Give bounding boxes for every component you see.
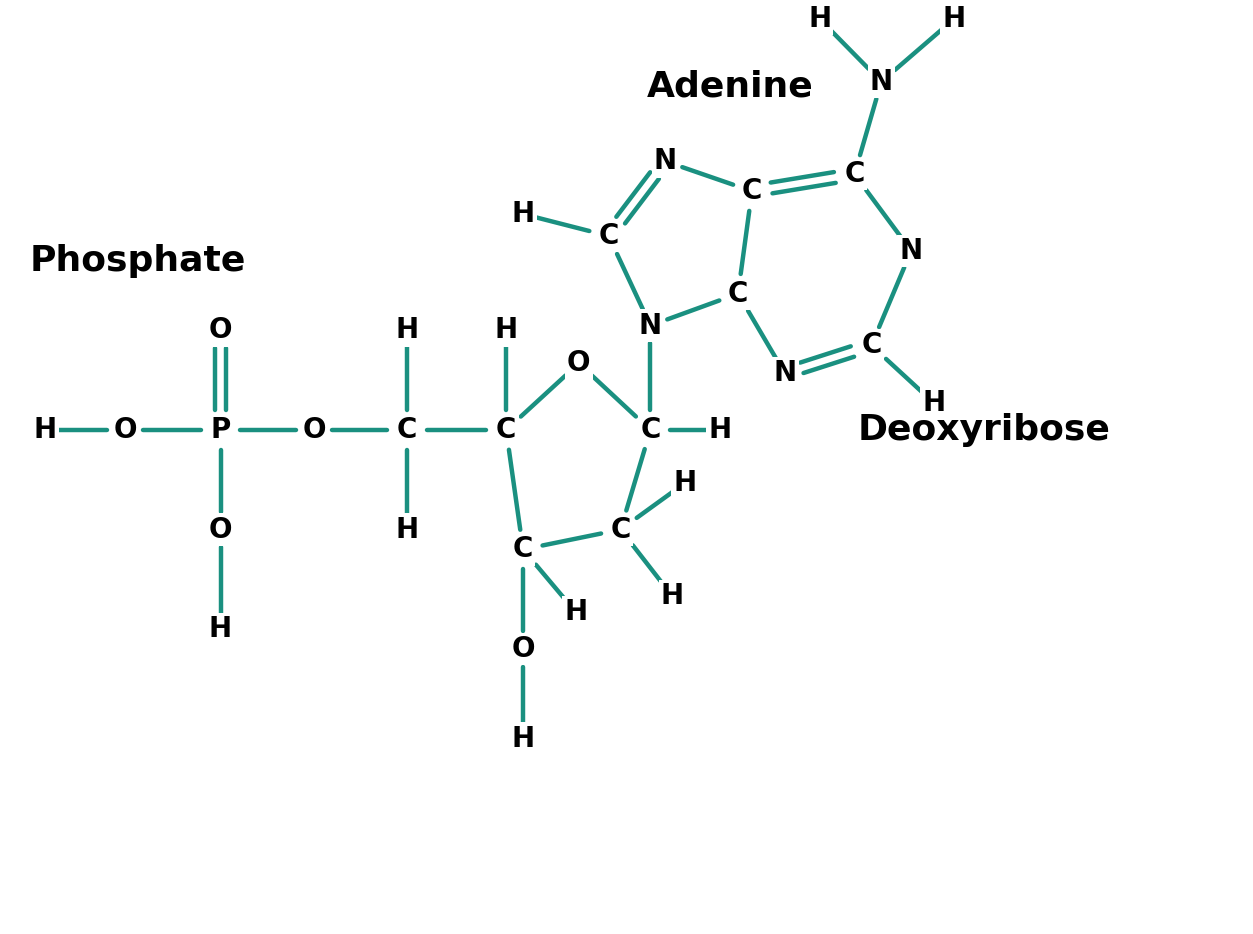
- Text: O: O: [209, 317, 232, 345]
- Text: H: H: [34, 416, 56, 444]
- Text: H: H: [808, 5, 831, 33]
- Text: C: C: [640, 416, 660, 444]
- Text: H: H: [564, 598, 588, 626]
- Text: Adenine: Adenine: [647, 70, 813, 104]
- Text: O: O: [113, 416, 137, 444]
- Text: C: C: [496, 416, 516, 444]
- Text: H: H: [495, 317, 517, 345]
- Text: C: C: [742, 177, 762, 205]
- Text: H: H: [209, 616, 232, 644]
- Text: H: H: [660, 582, 684, 610]
- Text: C: C: [396, 416, 417, 444]
- Text: Deoxyribose: Deoxyribose: [857, 413, 1110, 447]
- Text: C: C: [599, 222, 619, 250]
- Text: N: N: [870, 67, 893, 95]
- Text: C: C: [845, 161, 865, 189]
- Text: H: H: [922, 389, 946, 417]
- Text: O: O: [568, 349, 590, 377]
- Text: H: H: [511, 200, 535, 228]
- Text: H: H: [395, 516, 419, 544]
- Text: H: H: [942, 5, 966, 33]
- Text: H: H: [511, 725, 535, 753]
- Text: N: N: [773, 360, 797, 388]
- Text: N: N: [900, 237, 922, 265]
- Text: C: C: [728, 279, 748, 307]
- Text: O: O: [302, 416, 326, 444]
- Text: N: N: [639, 312, 662, 340]
- Text: Phosphate: Phosphate: [30, 244, 246, 277]
- Text: H: H: [708, 416, 732, 444]
- Text: C: C: [610, 516, 630, 544]
- Text: H: H: [395, 317, 419, 345]
- Text: P: P: [211, 416, 231, 444]
- Text: H: H: [674, 469, 697, 497]
- Text: O: O: [511, 635, 535, 663]
- Text: C: C: [861, 332, 882, 360]
- Text: N: N: [654, 148, 677, 176]
- Text: C: C: [512, 535, 534, 563]
- Text: O: O: [209, 516, 232, 544]
